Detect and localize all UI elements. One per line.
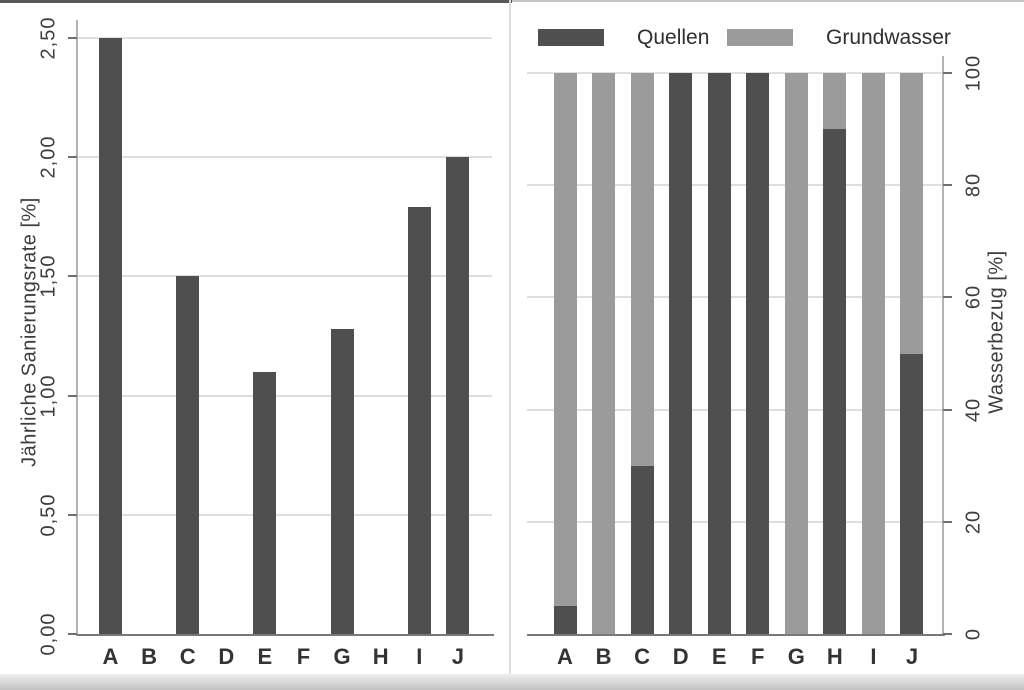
y-tick-0,50 [68, 513, 77, 516]
legend-swatch-grundwasser [727, 29, 793, 46]
y-tick-label-40-text: 40 [962, 397, 985, 422]
legend-label-grundwasser: Grundwasser [826, 26, 951, 49]
bar-J-grundwasser [900, 73, 924, 354]
y-axis-line [942, 56, 944, 636]
legend-swatch-quellen [538, 29, 604, 46]
y-tick-label-60-text: 60 [962, 285, 985, 310]
x-axis-label-D: D [218, 644, 235, 669]
figure-bottom-border [0, 674, 1024, 690]
x-axis-line [77, 634, 494, 636]
bar-J-quellen [900, 353, 924, 634]
y-tick-2,50 [68, 37, 77, 39]
bar-A-quellen [553, 605, 577, 634]
y-tick-label-2,50-text: 2,50 [37, 16, 60, 60]
panel-divider [509, 0, 511, 676]
figure-top-border-right [512, 0, 1024, 2]
y-tick-2,00 [68, 156, 77, 159]
y-tick-label-100-text: 100 [962, 54, 985, 92]
bar-F-quellen [746, 73, 770, 634]
y-axis-line [76, 20, 78, 636]
x-axis-label-F: F [751, 644, 765, 669]
y-tick-100 [943, 72, 952, 74]
bar-A [99, 38, 122, 634]
bar-C-grundwasser [630, 73, 654, 466]
grid-line-2,00 [77, 156, 492, 159]
bar-E [253, 371, 277, 634]
x-axis-label-D: D [672, 644, 689, 669]
x-axis-label-A: A [102, 644, 119, 669]
x-axis-label-C: C [634, 644, 651, 669]
y-tick-label-1,50-text: 1,50 [37, 254, 60, 298]
y-tick-60 [943, 296, 952, 299]
x-axis-label-H: H [372, 644, 389, 669]
x-axis-line [527, 634, 945, 636]
y-tick-40 [943, 408, 952, 411]
y-tick-label-20-text: 20 [962, 509, 985, 534]
grid-line-0,50 [77, 513, 492, 516]
grid-line-40 [527, 408, 943, 411]
bar-I-grundwasser [861, 73, 885, 634]
y-tick-label-2,00-text: 2,00 [37, 135, 60, 179]
x-axis-label-F: F [296, 644, 311, 669]
grid-line-20 [527, 520, 943, 523]
bar-J [446, 157, 470, 634]
x-axis-label-E: E [257, 644, 273, 669]
y-tick-1,00 [68, 394, 77, 397]
bar-H-quellen [823, 129, 847, 634]
bar-I [407, 207, 431, 634]
y-tick-label-0,50-text: 0,50 [37, 493, 60, 537]
x-axis-label-A: A [557, 644, 573, 669]
figure-top-border-left [0, 0, 512, 3]
x-axis-label-E: E [711, 644, 727, 669]
y-tick-label-80-text: 80 [962, 173, 985, 198]
bar-E-quellen [707, 73, 731, 634]
y-tick-0 [943, 633, 952, 635]
grid-line-80 [527, 184, 943, 187]
y-tick-label-0,00-text: 0,00 [37, 612, 60, 656]
x-axis-label-H: H [826, 644, 843, 669]
legend-label-quellen: Quellen [637, 26, 710, 49]
grid-line-60 [527, 296, 943, 299]
bar-H-grundwasser [823, 73, 847, 130]
grid-line-1,00 [77, 394, 492, 397]
y-tick-80 [943, 184, 952, 187]
bar-D-quellen [669, 73, 693, 634]
y-tick-20 [943, 520, 952, 523]
x-axis-label-B: B [595, 644, 612, 669]
x-axis-label-I: I [870, 644, 877, 669]
bar-G-grundwasser [784, 73, 808, 634]
y-tick-label-1,00-text: 1,00 [37, 374, 60, 418]
x-axis-label-G: G [787, 644, 805, 669]
grid-line-100 [527, 72, 943, 74]
grid-line-1,50 [77, 275, 492, 278]
bar-B-grundwasser [592, 73, 616, 634]
x-axis-label-J: J [905, 644, 919, 669]
x-axis-label-I: I [416, 644, 423, 669]
x-axis-label-J: J [451, 644, 465, 669]
bar-G [330, 328, 354, 634]
grid-line-2,50 [77, 37, 492, 39]
x-axis-label-G: G [333, 644, 351, 669]
y-tick-label-0-text: 0 [962, 627, 985, 641]
y-tick-0,00 [68, 633, 77, 635]
bar-C [176, 276, 200, 634]
bar-C-quellen [630, 465, 654, 634]
x-axis-label-C: C [179, 644, 196, 669]
bar-A-grundwasser [553, 73, 577, 606]
y-tick-1,50 [68, 275, 77, 278]
x-axis-label-B: B [141, 644, 158, 669]
